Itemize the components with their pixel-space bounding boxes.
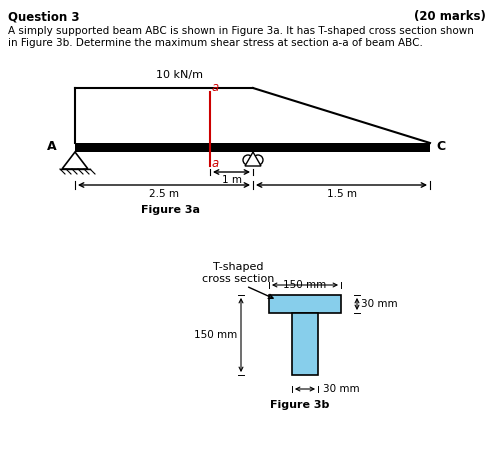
Circle shape [243, 155, 253, 165]
Text: cross section: cross section [202, 274, 274, 284]
Text: 150 mm: 150 mm [194, 330, 237, 340]
Text: a: a [212, 157, 219, 170]
Text: 150 mm: 150 mm [284, 280, 327, 290]
Text: 30 mm: 30 mm [323, 384, 360, 394]
Text: A: A [47, 141, 57, 153]
Text: Figure 3a: Figure 3a [140, 205, 200, 215]
Polygon shape [62, 152, 88, 169]
Circle shape [253, 155, 263, 165]
Text: C: C [436, 141, 445, 153]
Text: a: a [212, 81, 219, 94]
Text: A simply supported beam ABC is shown in Figure 3a. It has T-shaped cross section: A simply supported beam ABC is shown in … [8, 26, 474, 36]
Text: 1.5 m: 1.5 m [327, 189, 357, 199]
Polygon shape [245, 152, 261, 166]
Bar [269, 295, 341, 313]
Text: 30 mm: 30 mm [361, 299, 398, 309]
Text: 2.5 m: 2.5 m [149, 189, 179, 199]
Text: in Figure 3b. Determine the maximum shear stress at section a-a of beam ABC.: in Figure 3b. Determine the maximum shea… [8, 38, 423, 48]
Text: (20 marks): (20 marks) [414, 10, 486, 23]
Text: 10 kN/m: 10 kN/m [156, 70, 203, 80]
Bar [292, 313, 318, 375]
Text: Question 3: Question 3 [8, 10, 80, 23]
Bar [75, 143, 430, 152]
Text: Figure 3b: Figure 3b [270, 400, 329, 410]
Text: 1 m: 1 m [221, 175, 242, 185]
Text: B: B [238, 144, 245, 154]
Text: T-shaped: T-shaped [213, 262, 263, 272]
